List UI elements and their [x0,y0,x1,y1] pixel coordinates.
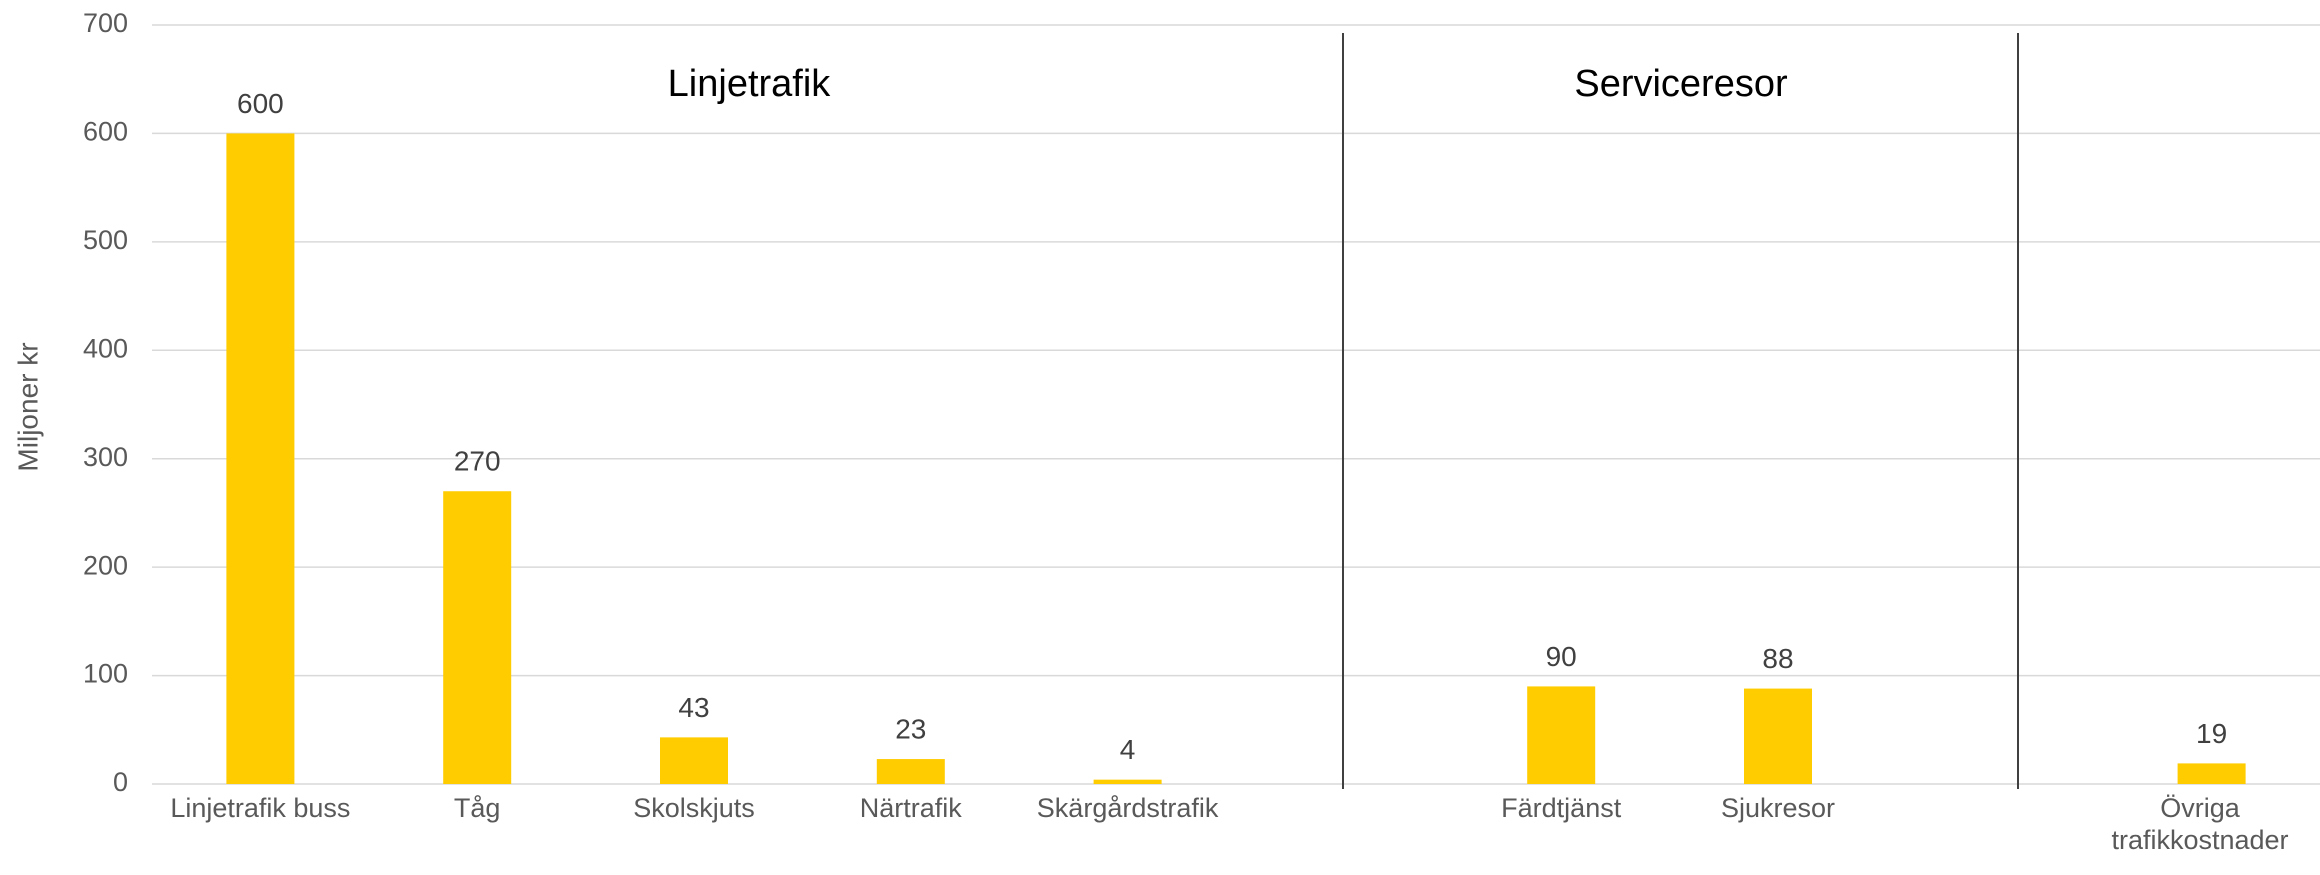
x-tick-label: Tåg [453,793,501,823]
group-label: Linjetrafik [668,63,832,105]
group-label: Serviceresor [1574,63,1788,105]
x-tick-label: Närtrafik [859,793,962,823]
y-tick-label: 400 [83,333,128,363]
x-tick-label: Färdtjänst [1501,793,1622,823]
bar [226,133,295,784]
y-tick-label: 200 [83,550,128,580]
y-tick-label: 700 [83,8,128,38]
x-tick-label: Linjetrafik buss [170,793,351,823]
value-label: 4 [1120,734,1136,765]
x-tick-label: Övriga trafikkostnader [2111,793,2289,855]
x-tick-label: Skolskjuts [633,793,755,823]
bar [1527,686,1596,784]
y-tick-label: 100 [83,659,128,689]
y-tick-label: 600 [83,117,128,147]
y-tick-label: 0 [113,767,128,797]
bar [2177,763,2246,784]
bar [876,759,945,784]
value-label: 600 [237,88,284,119]
x-tick-label: Skärgårdstrafik [1036,793,1219,823]
value-label: 270 [454,446,501,477]
value-label: 23 [895,713,926,744]
x-tick-label: Sjukresor [1720,793,1836,823]
value-label: 19 [2196,718,2227,749]
bar [660,737,728,784]
y-axis-label: Miljoner kr [12,342,43,471]
bar [1093,779,1162,784]
value-label: 90 [1546,641,1577,672]
y-tick-label: 500 [83,225,128,255]
y-tick-label: 300 [83,442,128,472]
bar [443,491,512,784]
bar [1744,688,1812,784]
value-label: 88 [1762,643,1793,674]
value-label: 43 [678,692,709,723]
